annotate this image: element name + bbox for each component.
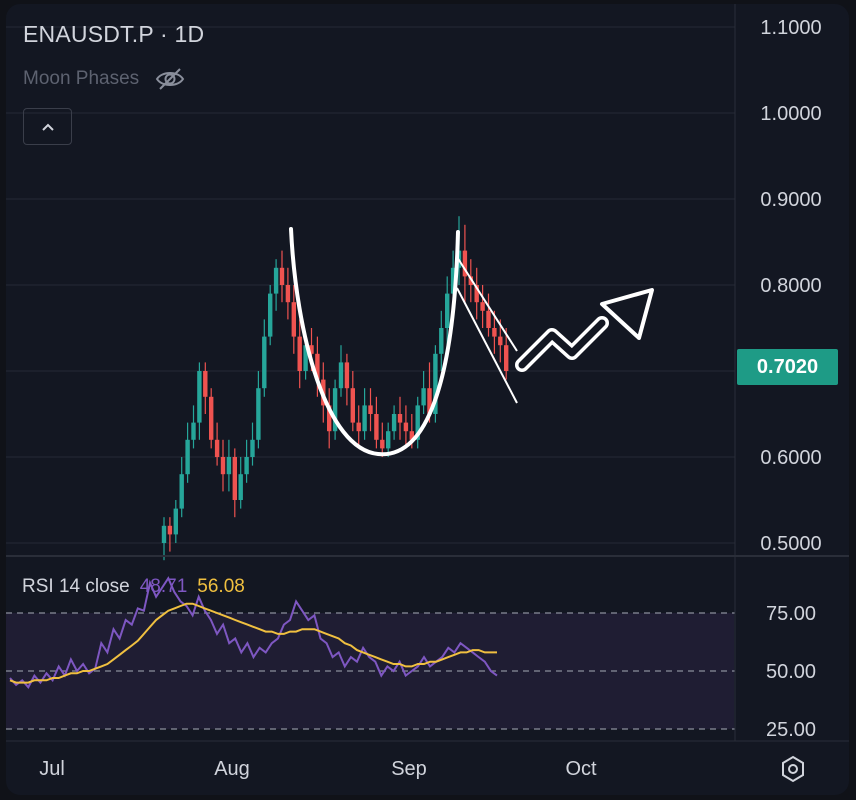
candle-body (368, 405, 373, 414)
chart-canvas[interactable]: 1.1000 1.0000 0.9000 0.8000 0.6000 0.5000 75.… (6, 4, 849, 795)
time-axis-label: Oct (565, 758, 597, 780)
candle-body (504, 345, 509, 371)
candle-body (309, 345, 314, 354)
candle-body (344, 362, 350, 389)
candle-body (338, 362, 344, 389)
price-axis-label: 0.5000 (760, 533, 821, 555)
price-axis-label: 1.1000 (760, 17, 821, 39)
candle-body (191, 422, 196, 440)
gear-icon[interactable] (778, 754, 808, 784)
candle-body (415, 405, 420, 440)
candle-body (433, 353, 438, 414)
annotation-arrow-head (600, 288, 654, 340)
annotation-trendline-upper (456, 256, 518, 352)
time-axis[interactable]: Jul Aug Sep Oct (39, 758, 597, 780)
candle-body (421, 388, 426, 406)
rsi-axis-label: 50.00 (766, 661, 816, 683)
price-gridlines (6, 26, 735, 544)
candle-body (362, 405, 367, 432)
chart-window: 1.1000 1.0000 0.9000 0.8000 0.6000 0.5000 75.… (6, 4, 849, 795)
candle-body (403, 422, 409, 432)
candle-body (285, 285, 291, 303)
candle-body (297, 336, 302, 371)
rsi-ma-value: 56.08 (197, 576, 245, 597)
rsi-gridlines (6, 612, 735, 730)
rsi-ma-line (9, 602, 497, 684)
eye-hidden-icon[interactable] (155, 66, 185, 92)
annotation-cup-left (289, 227, 460, 457)
rsi-name: RSI 14 close (22, 576, 130, 597)
price-axis-label: 0.8000 (760, 275, 821, 297)
candlestick-series[interactable] (161, 216, 509, 561)
collapse-legend-button[interactable] (23, 108, 72, 145)
candle-body (214, 439, 220, 457)
candle-body (439, 328, 444, 354)
price-axis[interactable]: 1.1000 1.0000 0.9000 0.8000 0.6000 0.5000 (760, 17, 821, 555)
rsi-legend[interactable]: RSI 14 close 48.71 56.08 (22, 576, 245, 598)
candle-body (303, 345, 308, 371)
candle-body (273, 267, 279, 294)
last-price-badge: 0.7020 (737, 349, 838, 385)
candle-body (445, 293, 450, 328)
candle-body (173, 508, 178, 535)
rsi-axis-label: 25.00 (766, 719, 816, 741)
rsi-value: 48.71 (139, 576, 188, 597)
candle-body (250, 439, 255, 457)
candle-body (268, 293, 273, 337)
candle-body (409, 431, 414, 440)
indicator-moon-phases[interactable]: Moon Phases (23, 66, 185, 92)
candle-body (238, 474, 243, 500)
time-axis-label: Sep (391, 758, 427, 780)
candle-body (391, 414, 397, 432)
indicator-label: Moon Phases (23, 68, 140, 89)
candle-body (209, 396, 214, 440)
candle-body (179, 474, 184, 509)
time-axis-label: Jul (39, 758, 65, 780)
candle-body (220, 457, 226, 475)
annotation-zigzag-arrow-inner (518, 319, 606, 369)
candle-body (498, 336, 503, 346)
candle-body (427, 388, 432, 414)
candle-body (332, 388, 338, 432)
rsi-axis-label: 75.00 (766, 603, 816, 625)
candle-body (197, 371, 202, 423)
candle-body (374, 414, 379, 440)
candle-body (167, 525, 173, 535)
annotation-trendline-lower (456, 287, 518, 404)
candle-body (480, 302, 485, 311)
candle-body (226, 457, 232, 475)
time-axis-label: Aug (214, 758, 250, 780)
candle-body (450, 267, 456, 294)
candle-body (315, 353, 320, 380)
candle-body (380, 439, 385, 449)
candle-body (232, 457, 237, 500)
rsi-axis[interactable]: 75.00 50.00 25.00 (766, 603, 816, 741)
rsi-line (9, 576, 498, 689)
candle-body (350, 388, 355, 423)
price-axis-label: 0.6000 (760, 447, 821, 469)
candle-body (185, 439, 190, 475)
candle-body (474, 285, 479, 303)
candle-body (397, 414, 403, 423)
candle-body (356, 422, 361, 432)
candle-body (291, 302, 296, 337)
candle-body (486, 310, 491, 328)
candle-body (256, 388, 261, 440)
candle-body (327, 405, 332, 432)
chevron-up-icon (41, 123, 54, 131)
price-axis-label: 1.0000 (760, 103, 821, 125)
candle-body (468, 276, 473, 285)
candle-body (462, 250, 468, 277)
candle-body (279, 267, 285, 285)
price-axis-label: 0.9000 (760, 189, 821, 211)
symbol-title[interactable]: ENAUSDT.P · 1D (23, 21, 205, 47)
candle-body (244, 457, 249, 475)
candle-body (386, 431, 391, 449)
candle-body (161, 525, 167, 543)
candle-body (492, 328, 497, 337)
candle-body (203, 371, 208, 397)
candle-body (262, 336, 267, 389)
